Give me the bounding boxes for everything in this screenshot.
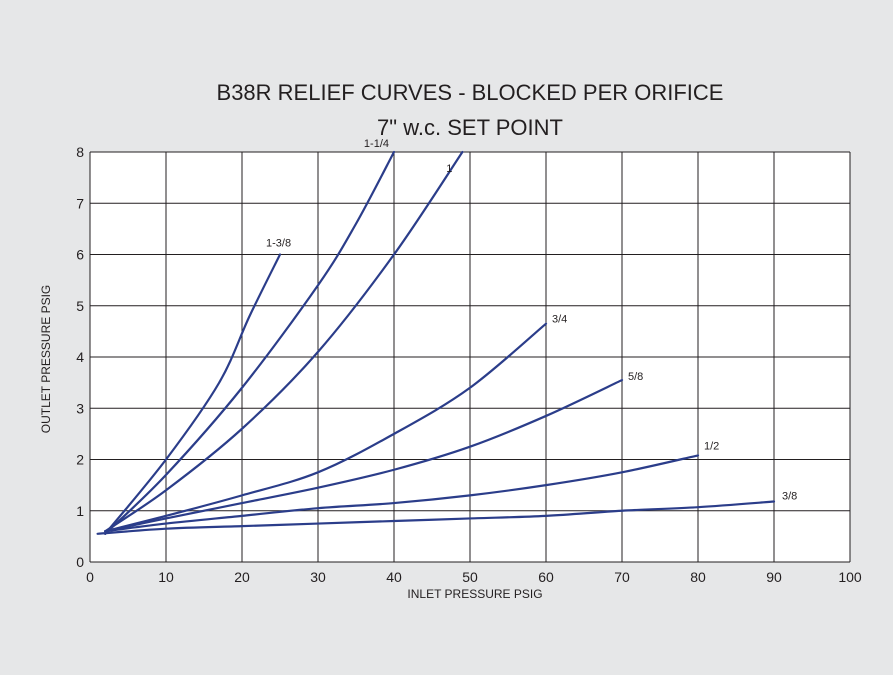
x-tick-label: 0: [86, 569, 94, 585]
y-axis-title: OUTLET PRESSURE PSIG: [39, 285, 53, 433]
series-label-1-3-8: 1-3/8: [266, 238, 291, 250]
y-tick-label: 0: [76, 554, 84, 570]
x-tick-label: 70: [614, 569, 630, 585]
y-tick-label: 2: [76, 452, 84, 468]
chart-title: B38R RELIEF CURVES - BLOCKED PER ORIFICE: [217, 80, 724, 105]
series-label-1: 1: [446, 163, 452, 175]
x-tick-label: 60: [538, 569, 554, 585]
x-axis-title: INLET PRESSURE PSIG: [407, 587, 542, 601]
series-label-1-2: 1/2: [704, 440, 719, 452]
x-tick-label: 10: [158, 569, 174, 585]
y-tick-label: 7: [76, 195, 84, 211]
x-tick-label: 40: [386, 569, 402, 585]
y-axis-ticks: 0 1 2 3 4 5 6 7 8: [76, 144, 84, 570]
y-tick-label: 3: [76, 400, 84, 416]
series-label-3-8: 3/8: [782, 491, 797, 503]
chart-subtitle: 7" w.c. SET POINT: [377, 115, 563, 140]
y-tick-label: 8: [76, 144, 84, 160]
x-tick-label: 80: [690, 569, 706, 585]
series-label-3-4: 3/4: [552, 314, 567, 326]
y-tick-label: 5: [76, 298, 84, 314]
y-tick-label: 1: [76, 503, 84, 519]
x-tick-label: 50: [462, 569, 478, 585]
y-tick-label: 6: [76, 247, 84, 263]
x-tick-label: 30: [310, 569, 326, 585]
series-label-5-8: 5/8: [628, 371, 643, 383]
x-tick-label: 20: [234, 569, 250, 585]
y-tick-label: 4: [76, 349, 84, 365]
x-tick-label: 90: [766, 569, 782, 585]
series-label-1-1-4: 1-1/4: [364, 138, 389, 150]
x-axis-ticks: 0 10 20 30 40 50 60 70 80 90 100: [86, 569, 862, 585]
x-tick-label: 100: [838, 569, 862, 585]
